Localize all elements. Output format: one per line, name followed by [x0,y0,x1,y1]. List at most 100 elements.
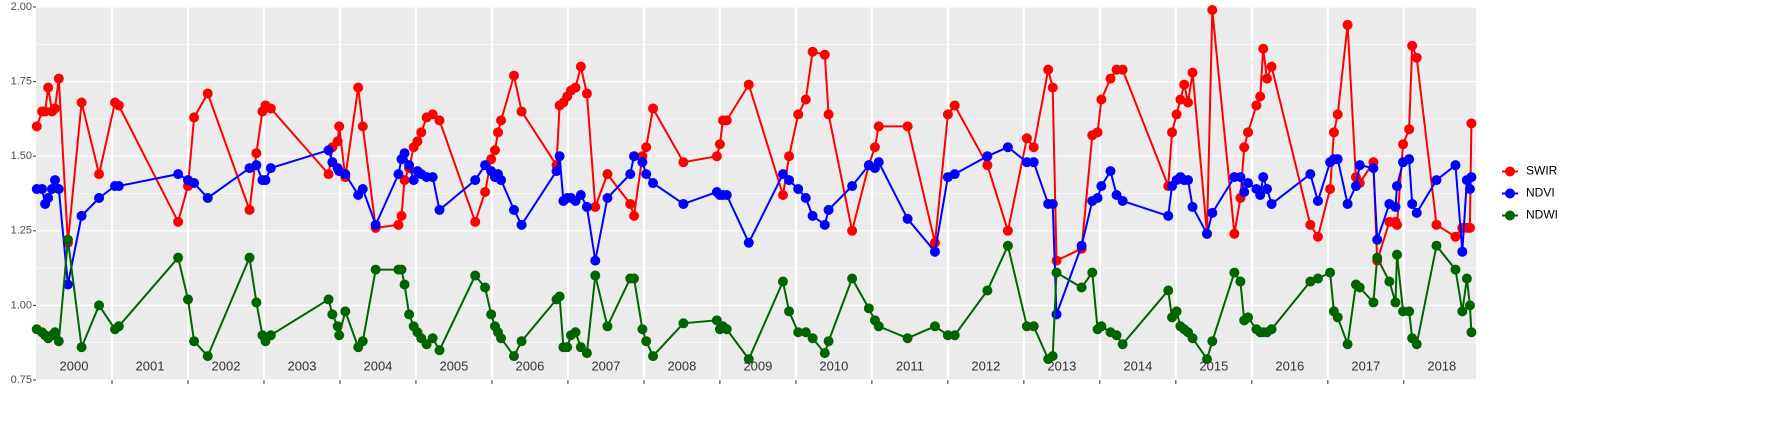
data-point [493,127,504,138]
data-point [823,336,834,347]
data-point [370,219,381,230]
data-point [1076,282,1087,293]
data-point [1368,297,1379,308]
x-tick-label: 2000 [60,358,89,373]
x-tick-label: 2006 [515,358,544,373]
data-point [590,270,601,281]
data-point [94,192,105,203]
data-point [404,160,415,171]
data-point [1368,163,1379,174]
data-point [508,70,519,81]
data-point [496,175,507,186]
data-point [113,321,124,332]
data-point [902,213,913,224]
data-point [1051,267,1062,278]
data-point [434,204,445,215]
data-point [173,252,184,263]
data-point [1207,336,1218,347]
data-point [807,333,818,344]
data-point [516,336,527,347]
data-point [53,184,64,195]
data-point [793,184,804,195]
data-point [648,351,659,362]
data-point [1167,127,1178,138]
data-point [1258,43,1269,54]
data-point [581,201,592,212]
data-point [1342,339,1353,350]
data-point [1243,312,1254,323]
data-point [1372,234,1383,245]
data-point [819,219,830,230]
data-point [508,204,519,215]
data-point [480,282,491,293]
data-point [480,187,491,198]
data-point [1235,276,1246,287]
data-point [1183,175,1193,186]
data-point [1187,67,1198,78]
data-point [1111,330,1122,341]
data-point [1411,207,1422,218]
data-point [393,169,404,180]
data-point [470,270,481,281]
data-point [575,189,586,200]
data-point [251,297,262,308]
data-point [1411,339,1422,350]
data-point [1466,172,1477,183]
data-point [1305,219,1316,230]
data-point [1466,118,1477,129]
data-point [1187,333,1198,344]
data-point [427,172,438,183]
data-point [743,79,754,90]
data-point [902,333,913,344]
data-point [823,109,834,120]
data-point [265,330,276,341]
data-point [929,246,940,257]
data-point [1332,154,1343,165]
data-point [873,121,884,132]
data-point [1047,198,1058,209]
data-point [1332,109,1343,120]
data-point [1466,327,1477,338]
data-point [1171,109,1182,120]
data-point [1187,201,1198,212]
data-point [1092,192,1103,203]
data-point [1391,219,1402,230]
x-tick-label: 2016 [1275,358,1304,373]
data-point [942,330,953,341]
data-point [1258,172,1269,183]
data-point [554,151,565,162]
data-point [470,216,481,227]
data-point [562,342,573,353]
data-point [1328,127,1339,138]
data-point [570,327,581,338]
data-point [265,163,276,174]
data-point [353,82,364,93]
data-point [434,115,445,126]
data-point [807,46,818,57]
data-point [902,121,913,132]
data-point [800,94,811,105]
data-point [1163,210,1174,221]
data-point [31,121,42,132]
data-point [1207,207,1218,218]
data-point [863,303,874,314]
data-point [53,73,64,84]
x-tick-label: 2015 [1199,358,1228,373]
x-tick-label: 2017 [1351,358,1380,373]
data-point [1002,225,1013,236]
data-point [323,294,334,305]
data-point [1354,282,1365,293]
data-point [1431,240,1442,251]
data-point [1255,189,1266,200]
x-tick-label: 2004 [363,358,392,373]
data-point [1305,169,1316,180]
data-point [189,112,200,123]
data-point [1404,124,1415,135]
data-point [629,273,640,284]
data-point [1431,175,1442,186]
data-point [1021,133,1032,144]
data-point [793,327,804,338]
data-point [1096,181,1107,192]
data-point [602,192,613,203]
data-point [1021,321,1032,332]
